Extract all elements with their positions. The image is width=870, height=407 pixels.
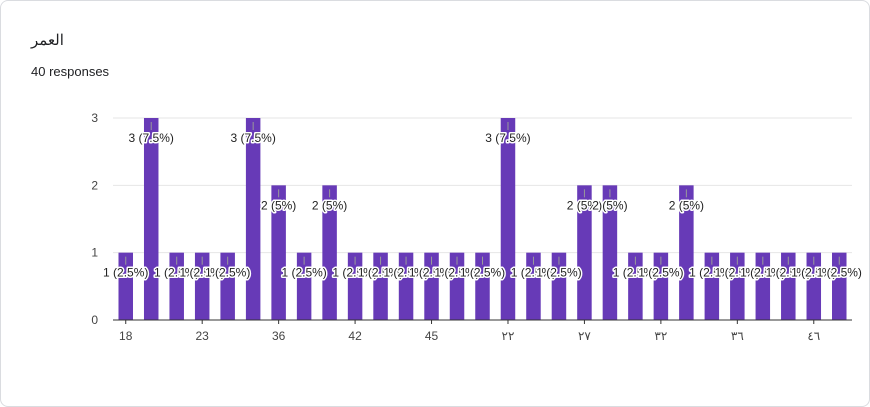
data-label: 1 (2.5%) <box>409 266 454 280</box>
data-label: 2 (5%) <box>567 198 602 212</box>
x-tick-label: ٢٢ <box>502 329 515 343</box>
bar <box>704 252 720 320</box>
x-tick-label: 45 <box>425 329 439 343</box>
bar <box>373 252 388 320</box>
bar <box>628 252 643 320</box>
data-label: 2 (5%) <box>312 198 347 212</box>
bar <box>755 252 771 320</box>
x-tick-label: 36 <box>272 329 286 343</box>
bar <box>220 252 235 320</box>
data-label: 3 (7.5%) <box>129 131 174 145</box>
data-label: 2 (5%) <box>669 198 704 212</box>
data-label: 2 (5%) <box>592 198 627 212</box>
data-label: 1 (2.5%) <box>332 266 377 280</box>
y-tick-label: 0 <box>91 313 98 327</box>
y-tick-label: 3 <box>91 111 98 125</box>
bar <box>730 252 745 320</box>
data-label: 1 (2.5%) <box>358 266 403 280</box>
data-label: 3 (7.5%) <box>230 131 275 145</box>
data-label: 1 (2.5%) <box>511 266 556 280</box>
data-label: 1 (2.5%) <box>613 266 658 280</box>
bar <box>424 252 439 320</box>
bar <box>500 118 516 320</box>
data-label: 1 (2.5%) <box>689 266 734 280</box>
bar <box>602 185 618 320</box>
x-tick-label: 18 <box>119 329 133 343</box>
bar <box>653 252 669 320</box>
bar <box>526 252 541 320</box>
bar <box>271 185 286 320</box>
bar <box>781 252 796 320</box>
data-label: 3 (7.5%) <box>485 131 530 145</box>
x-tick-label: ٣٦ <box>731 329 744 343</box>
data-label: 1 (2.5%) <box>715 266 760 280</box>
bar <box>143 118 159 320</box>
data-label: 1 (2.5%) <box>740 266 785 280</box>
bar <box>679 185 694 320</box>
data-label: 1 (2.5%) <box>460 266 505 280</box>
data-label: 1 (2.5%) <box>434 266 479 280</box>
x-tick-label: 42 <box>348 329 362 343</box>
y-tick-label: 1 <box>91 246 98 260</box>
bar <box>322 185 337 320</box>
bar <box>577 185 592 320</box>
x-tick-label: ٣٢ <box>654 329 667 343</box>
bar <box>398 252 414 320</box>
data-label: 1 (2.5%) <box>638 266 683 280</box>
data-label: 1 (2.5%) <box>536 266 581 280</box>
data-label: 1 (2.5%) <box>154 266 199 280</box>
bar <box>347 252 363 320</box>
bar <box>551 252 567 320</box>
bar <box>832 252 847 320</box>
data-label: 1 (2.5%) <box>766 266 811 280</box>
data-label: 1 (2.5%) <box>817 266 862 280</box>
data-label: 1 (2.5%) <box>791 266 836 280</box>
data-label: 2 (5%) <box>261 198 296 212</box>
bar <box>169 252 184 320</box>
x-tick-label: 23 <box>196 329 210 343</box>
bar <box>806 252 822 320</box>
x-tick-label: ٢٧ <box>578 329 591 343</box>
data-label: 1 (2.5%) <box>383 266 428 280</box>
x-tick-label: ٤٦ <box>807 329 820 343</box>
bar <box>449 252 465 320</box>
bar <box>118 252 133 320</box>
data-label: 1 (2.5%) <box>180 266 225 280</box>
response-count: 40 responses <box>31 64 110 79</box>
bar <box>475 252 490 320</box>
chart-title: العمر <box>31 32 64 49</box>
y-tick-label: 2 <box>91 178 98 192</box>
data-label: 1 (2.5%) <box>205 266 250 280</box>
data-label: 1 (2.5%) <box>103 266 148 280</box>
bar <box>245 118 261 320</box>
data-label: 1 (2.5%) <box>281 266 326 280</box>
bar <box>194 252 210 320</box>
bar <box>296 252 312 320</box>
